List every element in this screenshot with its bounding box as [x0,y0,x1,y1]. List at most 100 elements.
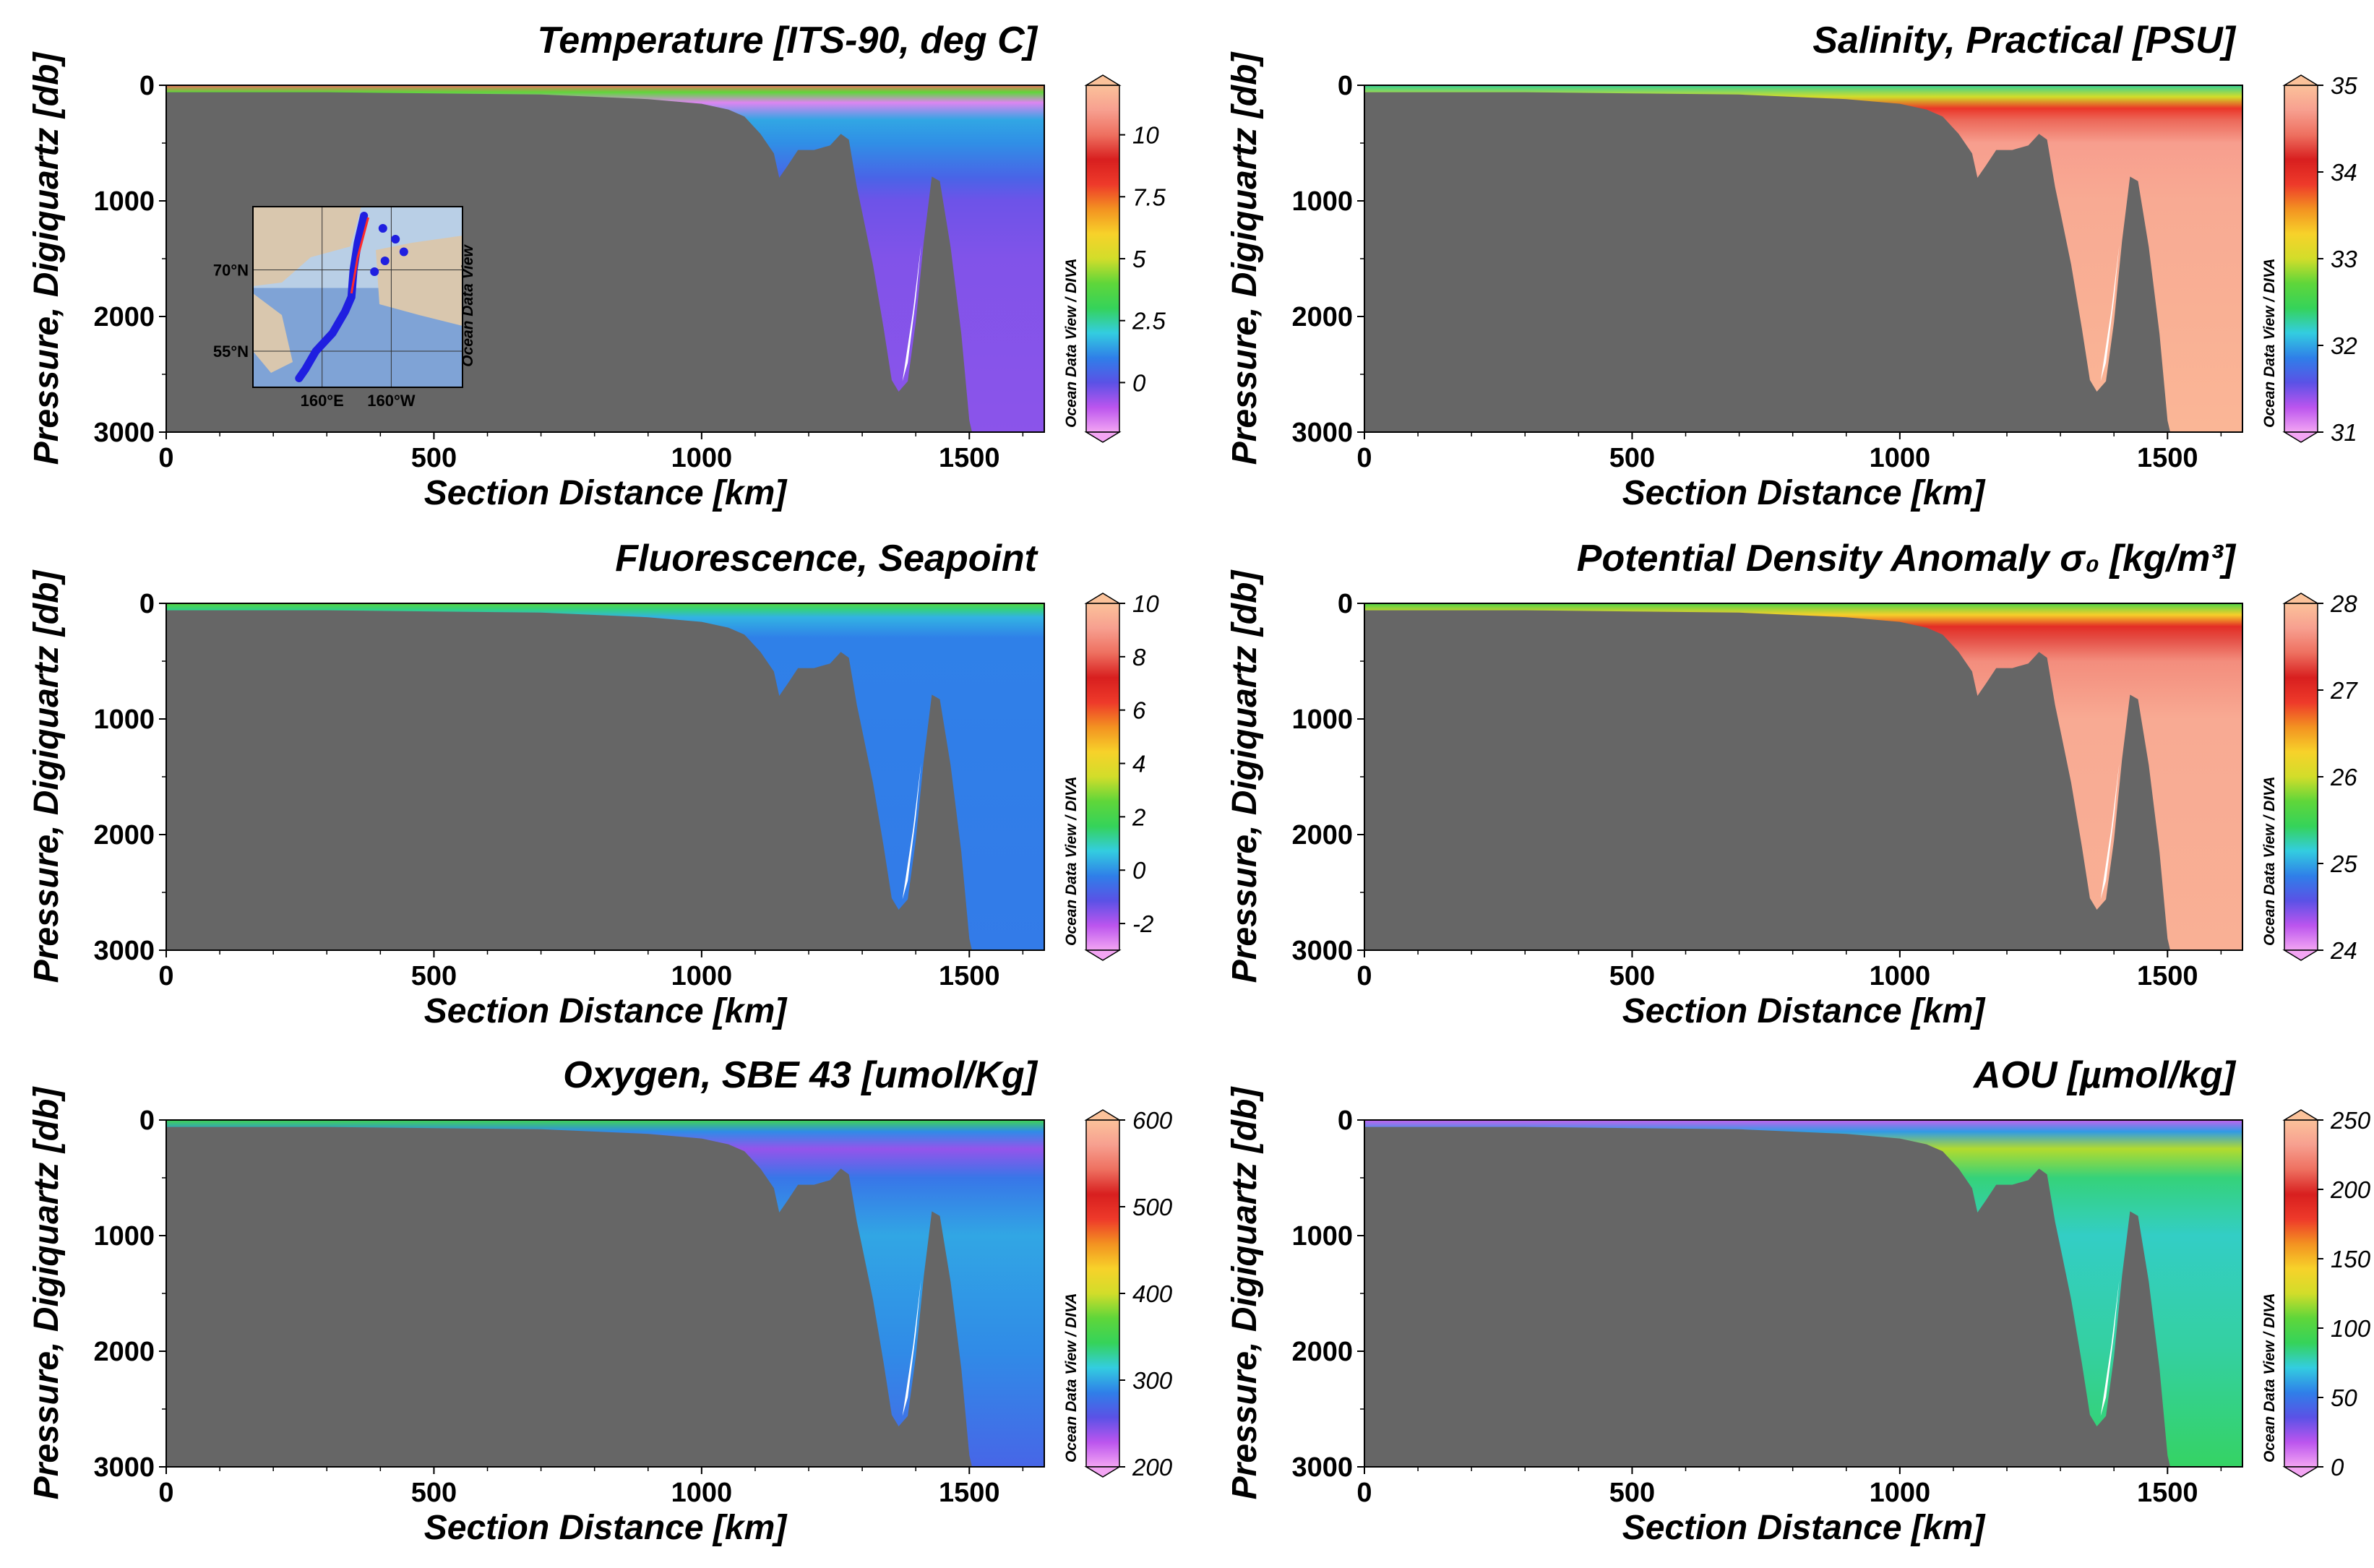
colorbar-tick-label: 200 [2330,1176,2371,1203]
colorbar-top-cap [1084,74,1122,86]
x-axis-title: Section Distance [km] [424,992,788,1030]
x-tick-label: 1500 [939,1478,1000,1508]
colorbar-label: Ocean Data View / DIVA [2261,258,2278,428]
colorbar-tick-label: 250 [2330,1107,2371,1134]
colorbar-bottom-cap [1084,431,1122,443]
x-tick-label: 1500 [2137,1478,2198,1508]
panel-temperature: 0 500 1000 1500 0 1000 2000 3000 Temperature [IT… [27,20,1166,512]
colorbar [2284,1119,2318,1468]
x-tick-label: 0 [1356,443,1372,473]
panel-title: Salinity, Practical [PSU] [1812,20,2236,61]
seafloor [1364,1127,2170,1467]
map-track-highlight [350,217,369,294]
colorbar-tick-label: 0 [2331,1454,2344,1481]
colorbar-top-cap [1084,1109,1122,1121]
x-tick-label: 500 [1609,1478,1655,1508]
colorbar-bottom-cap [2282,949,2320,961]
map-station [399,247,408,257]
y-tick-label: 1000 [1291,1221,1353,1252]
panel-title: Temperature [ITS-90, deg C] [537,20,1038,61]
map-lon-label: 160°W [367,392,416,410]
colorbar-tick-label: 100 [2331,1315,2371,1342]
map-station [378,224,387,233]
colorbar-bottom-cap [2282,1466,2320,1478]
map-land-siberia [253,207,361,286]
colorbar [1085,85,1120,433]
colorbar-tick-label: 26 [2330,764,2357,791]
x-tick-label: 1500 [939,961,1000,991]
y-tick-label: 2000 [93,1337,155,1367]
map-land-kamchatka [253,293,293,373]
y-tick-label: 2000 [1291,1337,1353,1367]
map-lon-label: 160°E [301,392,344,410]
x-tick-label: 1000 [671,961,733,991]
y-axis-title: Pressure, Digiquartz [db] [1226,51,1264,465]
x-tick-label: 500 [411,443,457,473]
y-tick-label: 3000 [1291,936,1353,966]
x-tick-label: 0 [158,961,173,991]
y-tick-label: 0 [1338,589,1353,619]
map-station [370,267,379,276]
panel-density: 0 500 1000 1500 0 1000 2000 3000 Potential Densi… [1226,538,2358,1030]
colorbar-label: Ocean Data View / DIVA [2261,776,2278,946]
x-axis-title: Section Distance [km] [424,1509,788,1547]
colorbar-bottom-cap [2282,431,2320,443]
colorbar-tick-label: 28 [2330,590,2357,617]
y-tick-label: 3000 [93,936,155,966]
colorbar-tick-label: 6 [1132,697,1146,724]
y-axis-title: Pressure, Digiquartz [db] [27,1086,66,1500]
colorbar-tick-label: 10 [1132,590,1159,617]
y-tick-label: 2000 [93,302,155,332]
colorbar-tick-label: 24 [2330,937,2357,964]
x-tick-label: 1500 [2137,961,2198,991]
colorbar-label: Ocean Data View / DIVA [1063,776,1080,946]
colorbar-tick-label: 2 [1132,804,1145,830]
colorbar-tick-label: 32 [2331,332,2357,359]
map-inset: 70°N 55°N 160°E 160°W Ocean Data View [213,206,476,410]
colorbar-label: Ocean Data View / DIVA [2261,1293,2278,1463]
colorbar-label: Ocean Data View / DIVA [1063,258,1080,428]
y-tick-label: 2000 [93,820,155,850]
x-tick-label: 0 [158,1478,173,1508]
colorbar-bottom-cap [1084,949,1122,961]
colorbar [1085,1119,1120,1468]
panel-fluorescence: 0 500 1000 1500 0 1000 2000 3000 Fluorescence, S… [27,538,1159,1030]
colorbar-tick-label: 500 [1132,1194,1173,1220]
colorbar-tick-label: 50 [2331,1384,2357,1411]
colorbar-label: Ocean Data View / DIVA [1063,1293,1080,1463]
y-tick-label: 0 [1338,71,1353,101]
y-tick-label: 1000 [93,1221,155,1252]
x-tick-label: 1500 [2137,443,2198,473]
y-tick-label: 0 [139,1106,155,1136]
colorbar-tick-label: 4 [1132,751,1145,777]
colorbar-tick-label: 400 [1132,1280,1173,1307]
colorbar-tick-label: 10 [1132,122,1159,149]
x-axis-title: Section Distance [km] [1622,992,1986,1030]
map-lat-label: 70°N [213,262,249,280]
colorbar-top-cap [1084,593,1122,604]
x-tick-label: 1000 [1870,1478,1931,1508]
map-lat-label: 55°N [213,343,249,361]
colorbar-tick-label: -2 [1132,910,1153,937]
colorbar-top-cap [2282,74,2320,86]
y-tick-label: 1000 [93,186,155,217]
x-tick-label: 0 [158,443,173,473]
y-tick-label: 3000 [93,418,155,448]
y-tick-label: 0 [139,71,155,101]
colorbar-top-cap [2282,593,2320,604]
y-tick-label: 3000 [1291,418,1353,448]
colorbar-tick-label: 0 [1132,857,1146,884]
map-station [380,257,390,265]
x-tick-label: 0 [1356,961,1372,991]
colorbar-bottom-cap [1084,1466,1122,1478]
map-land-alaska [376,236,463,326]
colorbar-tick-label: 31 [2331,419,2357,446]
colorbar [1085,603,1120,951]
colorbar-tick-label: 33 [2331,246,2357,272]
y-tick-label: 3000 [93,1452,155,1483]
colorbar-tick-label: 34 [2331,159,2357,186]
colorbar [2284,85,2318,433]
y-axis-title: Pressure, Digiquartz [db] [1226,1086,1264,1500]
x-axis-title: Section Distance [km] [1622,1509,1986,1547]
